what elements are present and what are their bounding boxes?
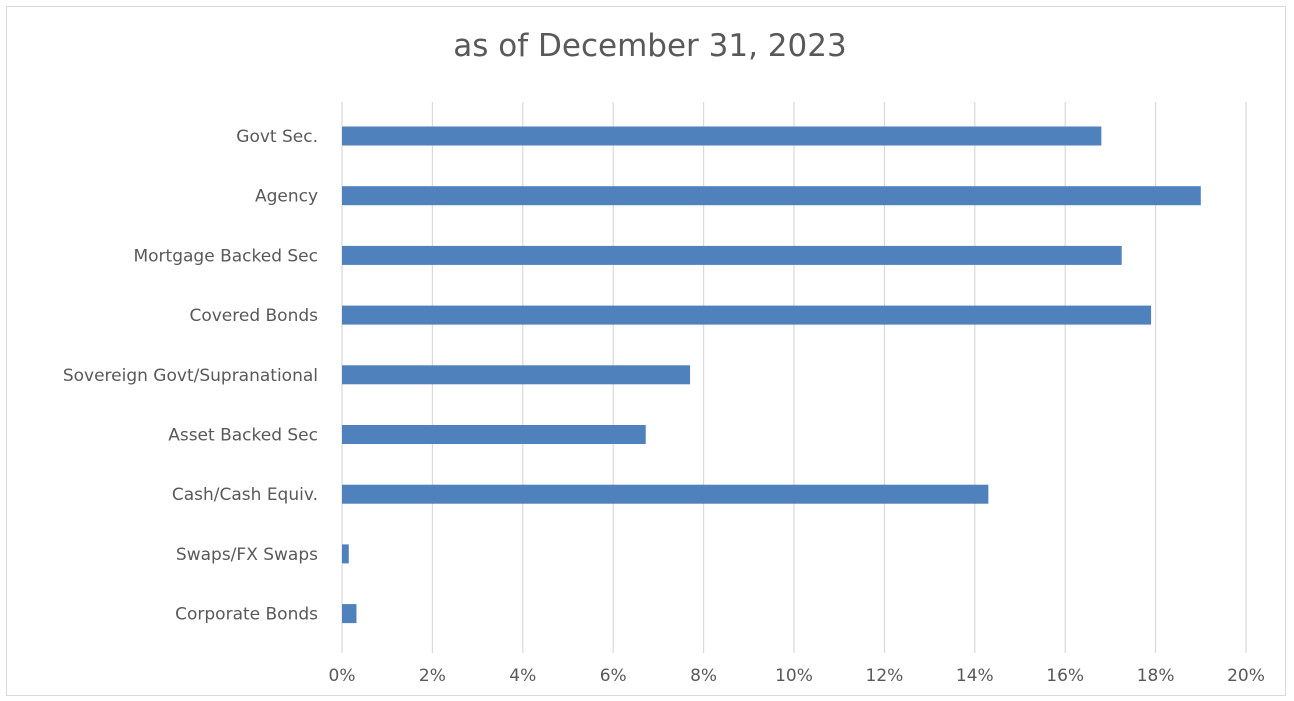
chart-title: as of December 31, 2023 [453,28,847,64]
category-label: Asset Backed Sec [168,426,318,446]
bar [342,186,1201,206]
chart-frame [6,6,1286,696]
x-tick-label: 10% [775,666,813,686]
bar [342,245,1122,265]
x-tick-label: 8% [690,666,717,686]
category-label: Mortgage Backed Sec [133,246,318,266]
bar [342,365,691,385]
x-tick-label: 12% [866,666,904,686]
category-label: Agency [255,187,318,207]
category-label: Swaps/FX Swaps [176,545,318,565]
bar [342,484,989,504]
x-tick-label: 6% [600,666,627,686]
x-tick-label: 14% [956,666,994,686]
bar [342,126,1102,146]
bar [342,305,1152,325]
category-label: Corporate Bonds [175,605,318,625]
x-tick-label: 16% [1046,666,1084,686]
category-label: Cash/Cash Equiv. [172,485,318,505]
x-tick-label: 20% [1227,666,1265,686]
category-label: Govt Sec. [236,127,318,147]
x-tick-label: 2% [419,666,446,686]
category-labels: Govt Sec. Agency Mortgage Backed Sec Covere… [63,127,318,625]
x-tick-label: 18% [1137,666,1175,686]
category-label: Sovereign Govt/Supranational [63,366,318,386]
bars [342,126,1201,624]
x-tick-labels: 0% 2% 4% 6% 8% 10% 12% 14% 16% 18% 20% [329,666,1265,686]
bar [342,425,646,444]
bar [342,544,349,564]
category-label: Covered Bonds [189,306,318,326]
bar [342,604,357,624]
x-tick-label: 4% [509,666,536,686]
x-tick-label: 0% [329,666,356,686]
